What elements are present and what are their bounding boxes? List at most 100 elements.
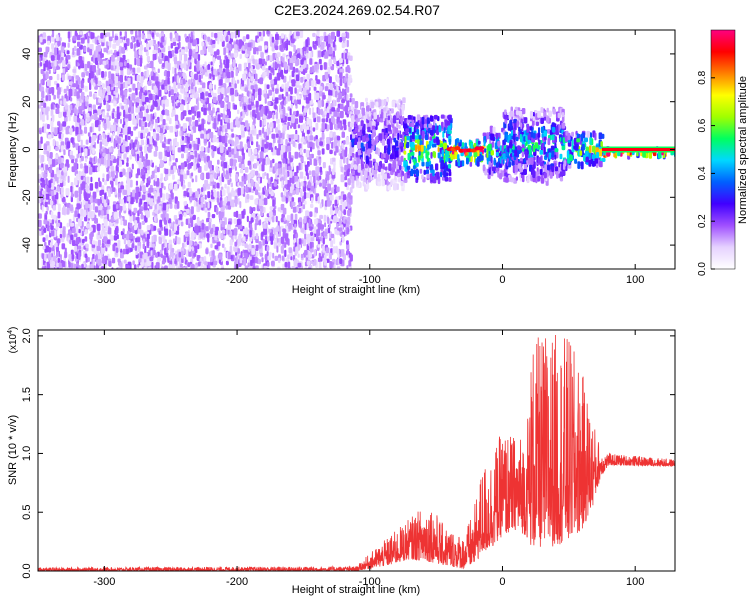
heatmap-cell [67, 64, 71, 69]
heatmap-cell [152, 140, 156, 146]
heatmap-cell [60, 100, 63, 105]
heatmap-cell [230, 32, 234, 39]
heatmap-cell [144, 85, 147, 91]
heatmap-cell [160, 32, 165, 37]
heatmap-cell [106, 86, 111, 92]
heatmap-cell [272, 62, 275, 68]
heatmap-cell [74, 30, 78, 37]
heatmap-cell [309, 135, 314, 141]
heatmap-cell [304, 249, 308, 256]
heatmap-cell [174, 223, 178, 230]
heatmap-cell [302, 238, 307, 247]
heatmap-cell [222, 113, 226, 121]
heatmap-cell [151, 104, 155, 110]
heatmap-cell [40, 79, 43, 84]
heatmap-cell [349, 55, 353, 61]
heatmap-cell [85, 96, 89, 102]
heatmap-cell [293, 229, 297, 234]
heatmap-cell [328, 165, 331, 172]
heatmap-cell [221, 125, 224, 133]
heatmap-cell [231, 140, 235, 147]
heatmap-cell [198, 117, 201, 122]
heatmap-cell [153, 151, 158, 157]
heatmap-cell [149, 39, 152, 48]
heatmap-cell [299, 171, 304, 179]
heatmap-cell [261, 139, 265, 148]
heatmap-cell [48, 94, 51, 101]
heatmap-cell [273, 149, 278, 156]
heatmap-cell [78, 228, 81, 234]
heatmap-cell [219, 79, 223, 86]
heatmap-cell [41, 155, 45, 163]
heatmap-cell [252, 69, 257, 75]
heatmap-cell [320, 108, 323, 116]
heatmap-cell [89, 227, 93, 232]
heatmap-cell [99, 141, 102, 150]
heatmap-cell [271, 36, 275, 43]
heatmap-cell [315, 166, 320, 174]
heatmap-cell [94, 181, 99, 189]
heatmap-cell [70, 234, 74, 241]
heatmap-cell [123, 99, 127, 105]
heatmap-cell [57, 203, 61, 212]
heatmap-cell [207, 191, 211, 199]
heatmap-cell [291, 197, 295, 202]
heatmap-cell [306, 129, 310, 135]
heatmap-cell [59, 123, 63, 131]
heatmap-cell [83, 46, 87, 53]
heatmap-cell [179, 174, 184, 182]
heatmap-cell [162, 109, 165, 116]
heatmap-cell [197, 166, 202, 173]
heatmap-cell [221, 243, 225, 248]
heatmap-cell [129, 210, 132, 217]
heatmap-cell [277, 242, 281, 247]
heatmap-cell [129, 154, 132, 160]
heatmap-cell [102, 173, 105, 179]
heatmap-cell [142, 243, 145, 250]
heatmap-cell [158, 151, 163, 159]
heatmap-cell [72, 68, 77, 73]
heatmap-cell [312, 32, 316, 38]
heatmap-cell [182, 78, 186, 85]
heatmap-cell [299, 148, 303, 155]
heatmap-cell [57, 211, 61, 219]
heatmap-cell [94, 206, 99, 213]
heatmap-cell [299, 67, 303, 72]
heatmap-cell [297, 262, 302, 268]
heatmap-cell [294, 87, 297, 94]
heatmap-cell [328, 47, 333, 55]
heatmap-cell [293, 134, 298, 140]
heatmap-cell [45, 107, 49, 115]
heatmap-cell [153, 85, 157, 93]
heatmap-cell [279, 104, 282, 112]
heatmap-cell [282, 133, 285, 140]
heatmap-cell [223, 47, 226, 56]
heatmap-cell [265, 148, 268, 153]
heatmap-cell [314, 40, 317, 45]
heatmap-cell [156, 166, 160, 173]
heatmap-cell [269, 160, 273, 168]
heatmap-cell [221, 87, 225, 94]
heatmap-cell [62, 121, 67, 127]
heatmap-cell [55, 141, 59, 147]
heatmap-cell [229, 38, 233, 43]
heatmap-cell [248, 98, 251, 104]
heatmap-cell [87, 257, 90, 263]
heatmap-cell [270, 261, 275, 266]
heatmap-cell [164, 79, 168, 87]
heatmap-cell [283, 107, 286, 115]
heatmap-cell [85, 243, 89, 249]
heatmap-cell [234, 241, 238, 247]
heatmap-cell [285, 42, 288, 51]
heatmap-cell [42, 58, 45, 64]
heatmap-cell [271, 147, 274, 153]
heatmap-cell [333, 246, 336, 254]
heatmap-cell [180, 169, 183, 175]
heatmap-cell [54, 199, 57, 205]
heatmap-cell [113, 140, 116, 147]
heatmap-cell [220, 200, 223, 208]
heatmap-cell [234, 89, 238, 97]
heatmap-cell [39, 36, 43, 43]
heatmap-cell [346, 157, 349, 165]
